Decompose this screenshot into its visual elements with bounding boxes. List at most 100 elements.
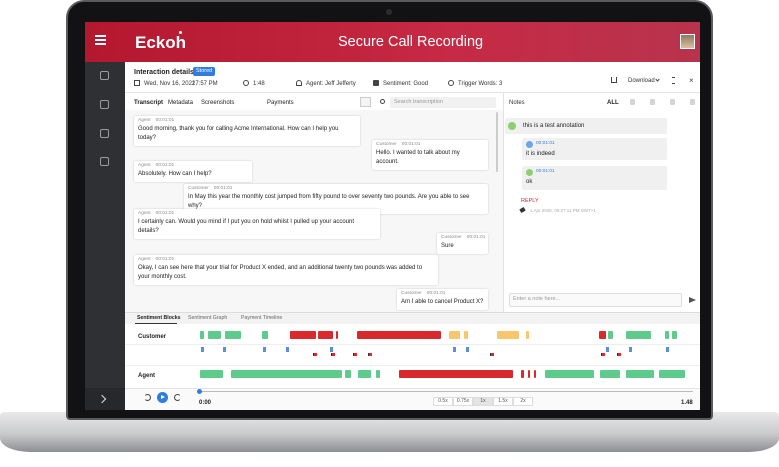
trigger-flag	[353, 353, 357, 356]
speaker: Agent	[138, 117, 151, 123]
notes-filter-icon[interactable]	[630, 99, 635, 105]
nav-icon[interactable]	[100, 100, 109, 109]
reply-card	[522, 138, 667, 160]
camera	[386, 9, 392, 15]
sentiment-block	[357, 331, 441, 339]
tab[interactable]: Transcript	[134, 100, 164, 106]
notes-filter-icon[interactable]	[650, 99, 655, 105]
menu-button[interactable]	[95, 35, 106, 37]
speed-button[interactable]	[513, 397, 533, 406]
trigger-flag	[313, 353, 317, 356]
reply-text: it is indeed	[526, 151, 555, 157]
speed-button[interactable]	[493, 397, 513, 406]
message-meta: Customer 00:01:01	[401, 291, 484, 297]
date: Wed, Nov 16, 2022	[144, 81, 196, 87]
reply-time: 00:01:01	[536, 141, 555, 146]
note-input[interactable]	[509, 293, 682, 307]
notes-filter-icon[interactable]	[670, 99, 675, 105]
panel-tab[interactable]: Payment Timeline	[241, 315, 283, 321]
dropdown-caret	[655, 77, 660, 82]
agent: Agent: Jeff Jefferty	[306, 81, 356, 87]
scrollbar	[496, 112, 498, 172]
trigger-flag	[601, 353, 605, 356]
search-field[interactable]	[390, 97, 496, 108]
nav-icon[interactable]	[100, 71, 109, 80]
notes-filter-icon[interactable]	[690, 99, 695, 105]
send-button[interactable]	[689, 297, 696, 303]
bookmark-flag	[286, 347, 289, 352]
tag-icon	[519, 207, 526, 213]
message-time: 00:01:01	[401, 141, 421, 147]
reply-link[interactable]: REPLY	[521, 198, 539, 204]
sentiment-block	[449, 331, 460, 339]
message-time: 00:01:01	[466, 234, 486, 240]
rewind-button[interactable]	[144, 394, 151, 401]
nav-icon[interactable]	[100, 129, 109, 138]
nav-icon[interactable]	[100, 157, 109, 166]
sentiment-block	[318, 331, 333, 339]
search-placeholder: Search transcription	[394, 99, 443, 105]
position: 0:00	[199, 400, 212, 406]
sentiment-block	[659, 370, 685, 378]
bookmark-flag	[453, 347, 456, 352]
message-meta: Customer 00:01:01	[376, 141, 484, 148]
notes-filter[interactable]: ALL	[607, 100, 619, 106]
sentiment-block	[336, 331, 338, 339]
message-meta: Agent 00:01:01	[138, 256, 434, 263]
interaction-title: Interaction details	[134, 69, 194, 76]
panel-tab[interactable]: Sentiment Blocks	[137, 315, 181, 321]
download-button[interactable]: Download	[628, 78, 655, 84]
sentiment-block	[290, 331, 316, 339]
speed-button[interactable]	[473, 397, 493, 406]
progress-knob[interactable]	[197, 389, 202, 394]
time: 17:57 PM	[192, 81, 218, 87]
user-avatar[interactable]	[680, 34, 695, 49]
speed-label: 2x	[520, 398, 526, 404]
forward-button[interactable]	[174, 394, 181, 401]
bookmark-flag	[223, 347, 226, 352]
sentiment-block	[521, 370, 524, 378]
more-icon[interactable]	[672, 77, 674, 84]
message-meta: Customer 00:01:01	[188, 185, 484, 192]
speaker: Customer	[188, 185, 209, 191]
speed-button[interactable]	[433, 397, 453, 406]
message-text: Sure	[441, 243, 454, 250]
sentiment-block	[208, 331, 221, 339]
message-bubble: Agent 00:01:01 Absolutely. How can I help?	[134, 161, 252, 182]
reply-text: ok	[526, 179, 533, 185]
message-time: 00:01:01	[155, 117, 175, 123]
filter-box[interactable]	[360, 97, 371, 107]
note-avatar	[508, 122, 516, 130]
sentiment-icon	[373, 80, 379, 86]
share-icon[interactable]	[611, 77, 617, 83]
message-bubble: Agent 00:01:01 Good morning, thank you for…	[134, 116, 360, 146]
message-text: I certainly can. Would you mind if I put…	[138, 219, 355, 234]
speed-button[interactable]	[453, 397, 473, 406]
message-meta: Agent 00:01:01	[138, 163, 248, 169]
tab[interactable]: Screenshots	[201, 100, 235, 106]
message-text: Am I able to cancel Product X?	[401, 299, 484, 306]
panel-tabs-bg	[125, 313, 700, 324]
speed-label: 1.5x	[498, 398, 508, 404]
tab[interactable]: Metadata	[168, 100, 194, 106]
panel-tab[interactable]: Sentiment Graph	[188, 315, 228, 321]
duration-label: 1.48	[681, 400, 693, 406]
speaker: Agent	[138, 256, 151, 262]
message-bubble: Agent 00:01:01 Okay, I can see here that y…	[134, 255, 438, 285]
row-label: Agent	[138, 373, 155, 379]
sentiment-block	[599, 331, 606, 339]
trigger-flag	[368, 353, 372, 356]
clock-icon	[243, 80, 249, 86]
sentiment-block	[345, 370, 351, 378]
message-bubble: Customer 00:01:01 In May this year the mon…	[184, 184, 488, 214]
row-label: Customer	[138, 334, 167, 340]
sentiment-block	[608, 331, 613, 339]
trigger-flag	[490, 353, 494, 356]
sentiment-block	[626, 331, 651, 339]
speed-label: 1x	[480, 398, 486, 404]
calendar-icon	[134, 80, 140, 86]
tab[interactable]: Payments	[267, 100, 294, 106]
reply-avatar	[526, 169, 533, 176]
message-text: Hello. I wanted to talk about my account…	[376, 150, 460, 165]
